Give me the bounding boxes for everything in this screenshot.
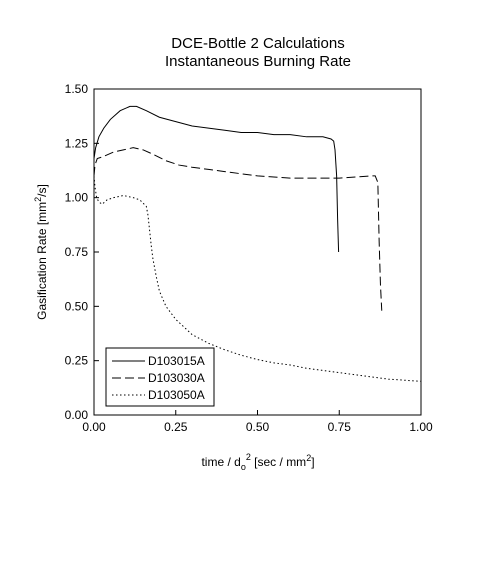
x-tick-label: 0.50: [246, 420, 270, 434]
chart-title: DCE-Bottle 2 Calculations: [171, 35, 344, 52]
series-line-D103015A: [93, 105, 340, 253]
legend-label-D103015A: D103015A: [148, 354, 205, 368]
y-tick-label: 1.00: [65, 191, 89, 205]
legend-label-D103050A: D103050A: [148, 388, 205, 402]
axis-ticks: 0.00 0.25 0.50 0.75 1.00 0.00 0.25 0.50 0.75 1.00…: [65, 82, 433, 434]
y-tick-label: 1.25: [65, 136, 89, 150]
y-tick-label: 0.75: [65, 245, 89, 259]
x-tick-label: 0.75: [328, 420, 352, 434]
series-layer: [93, 105, 422, 382]
x-tick-label: 1.00: [409, 420, 433, 434]
legend-label-D103030A: D103030A: [148, 371, 205, 385]
legend-box: [105, 347, 215, 407]
y-tick-label: 1.50: [65, 82, 89, 96]
x-tick-label: 0.00: [82, 420, 106, 434]
y-axis-label: Gasification Rate [mm2/s]: [33, 184, 49, 320]
x-tick-label: 0.25: [164, 420, 188, 434]
x-axis-label: time / do2 [sec / mm2]: [201, 452, 314, 472]
series-line-D103030A: [93, 147, 383, 311]
y-tick-label: 0.00: [65, 408, 89, 422]
legend: D103015A D103030A D103050A: [105, 347, 215, 407]
chart-subtitle: Instantaneous Burning Rate: [165, 53, 351, 70]
y-tick-label: 0.25: [65, 354, 89, 368]
y-tick-label: 0.50: [65, 299, 89, 313]
